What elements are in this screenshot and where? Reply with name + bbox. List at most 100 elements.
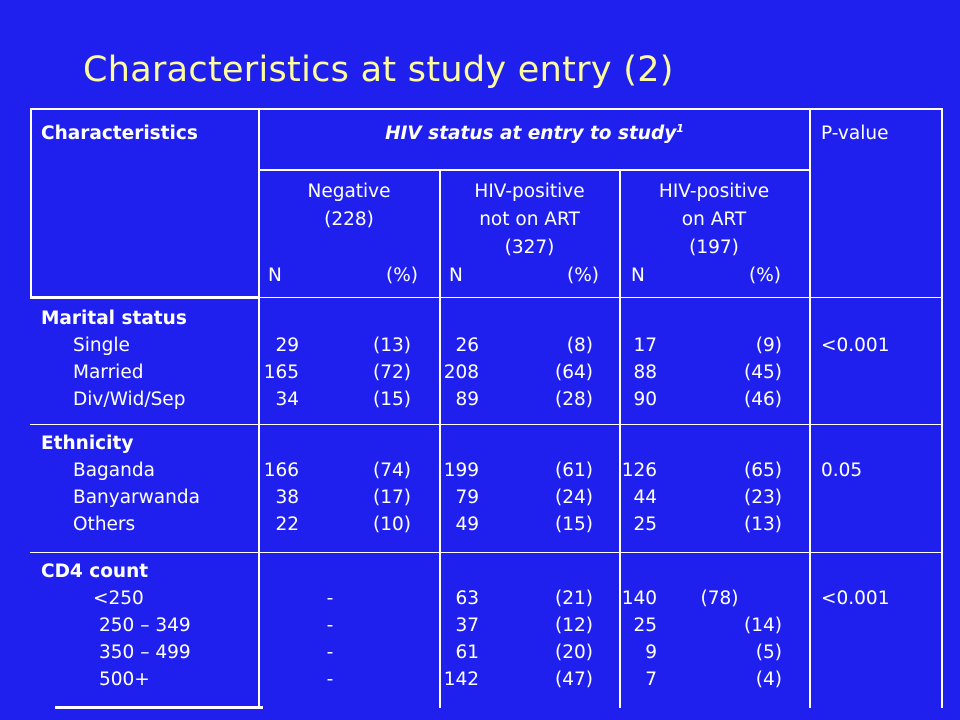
- table-cell: 63: [455, 588, 479, 609]
- table-cell: (14): [744, 615, 782, 636]
- header-not-on-art-n-pct: N (%): [449, 262, 599, 289]
- header-characteristics: Characteristics: [41, 123, 198, 144]
- table-top-border: [30, 108, 942, 110]
- row-label: <250: [93, 588, 144, 609]
- table-cell: (15): [555, 514, 593, 535]
- table-cell: HIV-positive: [474, 181, 585, 202]
- table-cell: (20): [555, 642, 593, 663]
- table-cell: 22: [275, 514, 299, 535]
- section-cd4-labels: CD4 count <250 250 – 349 350 – 499 500+: [41, 558, 191, 693]
- table-cell: 17: [633, 335, 657, 356]
- section-marital-labels: Marital status Single Married Div/Wid/Se…: [41, 305, 187, 413]
- table-cell: HIV-positive: [658, 181, 770, 202]
- table-cell: (46): [744, 389, 782, 410]
- section-ethnicity-labels: Ethnicity Baganda Banyarwanda Others: [41, 430, 200, 538]
- table-cell: (21): [555, 588, 593, 609]
- table-cell: 25: [633, 514, 657, 535]
- section-divider-1: [30, 424, 942, 425]
- table-cell: -: [326, 669, 334, 690]
- header-subdivider: [258, 169, 811, 171]
- table-cell: (23): [744, 487, 782, 508]
- section-heading: Marital status: [41, 308, 187, 329]
- header-on-art-n-pct: N (%): [631, 262, 781, 289]
- table-cell: 79: [455, 487, 479, 508]
- header-bottom-border-right: [258, 297, 943, 298]
- table-cell: 208: [443, 362, 479, 383]
- table-cell: N: [449, 265, 463, 286]
- table-cell: 142: [443, 669, 479, 690]
- table-cell: 44: [633, 487, 657, 508]
- table-cell: (13): [744, 514, 782, 535]
- table-cell: (72): [373, 362, 411, 383]
- table-cell: (64): [555, 362, 593, 383]
- section-heading: Ethnicity: [41, 433, 134, 454]
- row-label: Married: [73, 362, 144, 383]
- header-bottom-border: [30, 296, 260, 299]
- table-cell: (13): [373, 335, 411, 356]
- col-divider-3: [619, 170, 621, 708]
- header-pvalue: P-value: [821, 123, 889, 144]
- section-heading: CD4 count: [41, 561, 149, 582]
- table-cell: 49: [455, 514, 479, 535]
- table-left-border: [30, 108, 32, 298]
- table-cell: 26: [455, 335, 479, 356]
- footnote-marker: 1: [676, 121, 684, 135]
- table-cell: 165: [263, 362, 299, 383]
- table-cell: -: [326, 588, 334, 609]
- table-cell: 166: [263, 460, 299, 481]
- table-cell: (45): [744, 362, 782, 383]
- header-hiv-status: HIV status at entry to study1: [260, 120, 809, 147]
- table-cell: N: [631, 265, 645, 286]
- table-cell: 88: [633, 362, 657, 383]
- table-cell: 7: [645, 669, 657, 690]
- row-label: Single: [73, 335, 130, 356]
- table-cell: N: [268, 265, 282, 286]
- table-bottom-left: [55, 706, 263, 709]
- table-cell: -: [326, 642, 334, 663]
- table-cell: 38: [275, 487, 299, 508]
- table-cell: (15): [373, 389, 411, 410]
- section-divider-2: [30, 552, 942, 553]
- table-cell: on ART: [681, 209, 747, 230]
- table-cell: (61): [555, 460, 593, 481]
- header-group-negative: Negative (228): [262, 178, 436, 262]
- header-group-positive-on-art: HIV-positive on ART (197): [621, 178, 807, 262]
- pvalue-cd4: <0.001: [821, 588, 890, 609]
- row-label: 350 – 499: [99, 642, 191, 663]
- table-cell: 126: [621, 460, 657, 481]
- table-cell: (74): [373, 460, 411, 481]
- slide-title: Characteristics at study entry (2): [83, 50, 674, 90]
- table-cell: (65): [744, 460, 782, 481]
- table-cell: -: [326, 615, 334, 636]
- table-cell: (47): [555, 669, 593, 690]
- table-cell: 89: [455, 389, 479, 410]
- table-cell: (17): [373, 487, 411, 508]
- col-divider-1: [258, 108, 260, 708]
- section-marital-on-art: 17 (9) 88 (45) 90 (46): [620, 332, 782, 413]
- table-cell: (28): [555, 389, 593, 410]
- table-cell: (4): [755, 669, 782, 690]
- section-cd4-not-on-art: 63 (21) 37 (12) 61 (20) 142 (47): [443, 585, 593, 693]
- row-label: Div/Wid/Sep: [73, 389, 186, 410]
- table-cell: (24): [555, 487, 593, 508]
- table-cell: (%): [748, 265, 781, 286]
- table-cell: (78): [700, 588, 739, 609]
- table-cell: 34: [275, 389, 299, 410]
- table-cell: Negative: [307, 181, 391, 202]
- table-cell: (12): [555, 615, 593, 636]
- table-cell: (228): [324, 209, 374, 230]
- col-divider-2: [439, 170, 441, 708]
- table-cell: (%): [566, 265, 599, 286]
- table-cell: 140: [621, 588, 657, 609]
- table-cell: 37: [455, 615, 479, 636]
- section-cd4-on-art: 140 (78) 25 (14) 9 (5) 7 (4): [620, 585, 782, 693]
- header-group-positive-not-on-art: HIV-positive not on ART (327): [441, 178, 618, 262]
- section-ethnicity-negative: 166 (74) 38 (17) 22 (10): [263, 457, 411, 538]
- table-cell: 29: [275, 335, 299, 356]
- section-marital-not-on-art: 26 (8) 208 (64) 89 (28): [443, 332, 593, 413]
- row-label: Banyarwanda: [73, 487, 200, 508]
- row-label: Baganda: [73, 460, 155, 481]
- table-cell: (5): [755, 642, 782, 663]
- table-cell: 199: [443, 460, 479, 481]
- table-cell: 9: [645, 642, 657, 663]
